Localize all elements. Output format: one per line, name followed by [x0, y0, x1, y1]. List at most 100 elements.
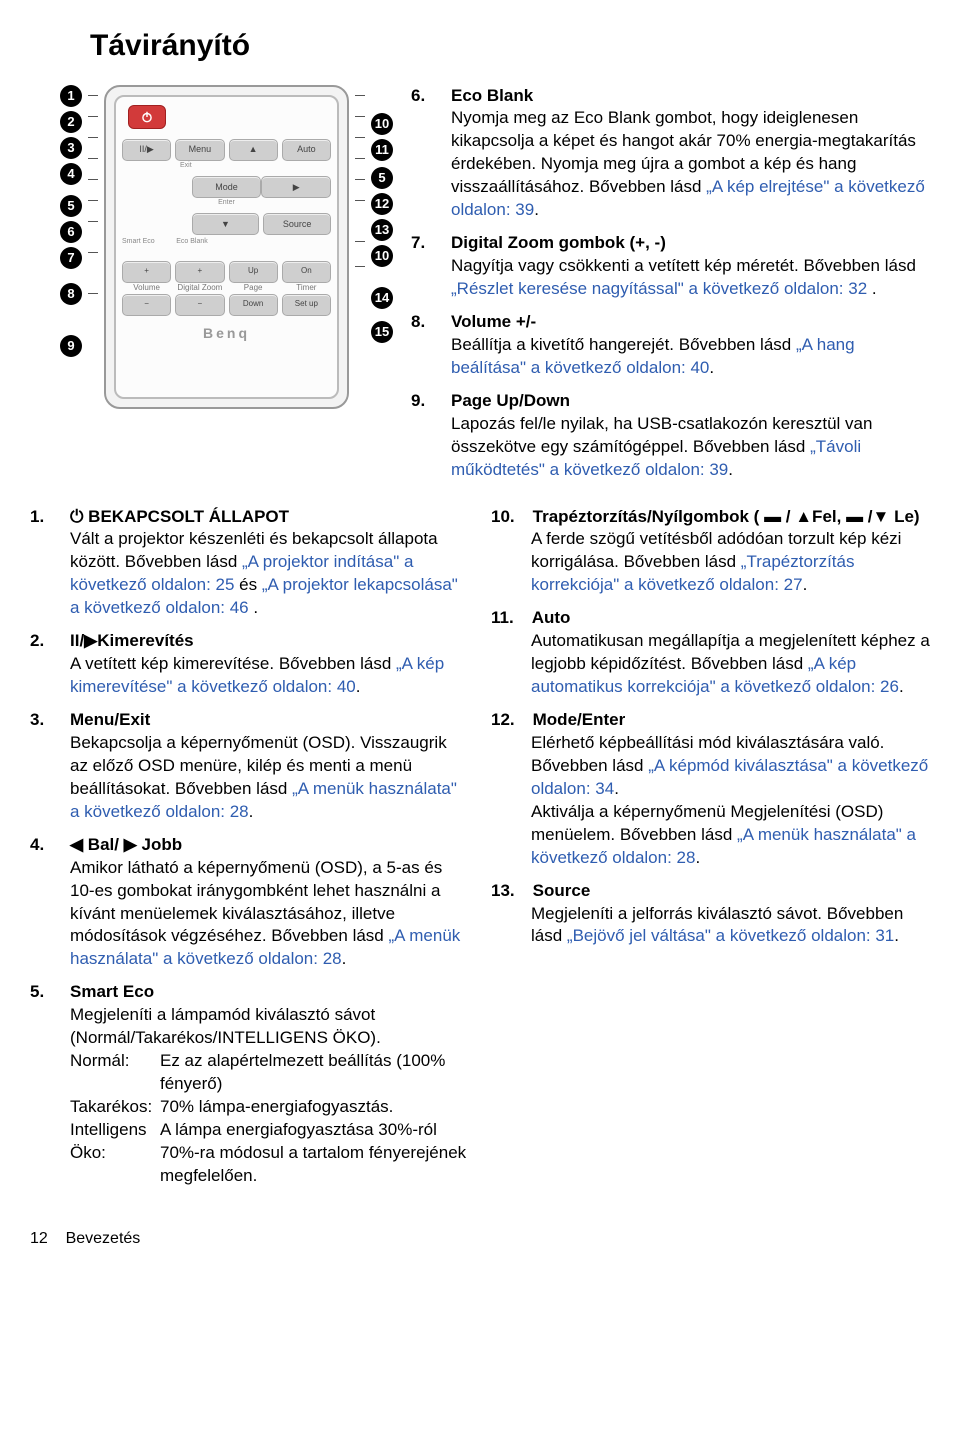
zoom-minus-button: −: [175, 294, 224, 316]
brand-label: Benq: [122, 324, 331, 343]
cross-ref-link[interactable]: „A menük használata" a következő oldalon…: [70, 779, 457, 821]
item-title: Smart Eco: [70, 981, 154, 1004]
callout-4: 4: [60, 163, 82, 185]
item-title: II/▶Kimerevítés: [70, 630, 194, 653]
callout-2: 2: [60, 111, 82, 133]
digital-zoom-label: Digital Zoom: [175, 283, 224, 294]
callout-7: 7: [60, 247, 82, 269]
right-button: ▶: [261, 176, 331, 198]
callout-3: 3: [60, 137, 82, 159]
auto-button: Auto: [282, 139, 331, 161]
def-text: 70% lámpa-energiafogyasztás.: [160, 1096, 393, 1119]
item-body: Elérhető képbeállítási mód kiválasztásár…: [531, 732, 930, 870]
cross-ref-link[interactable]: „Távoli működtetés" a következő oldalon:…: [451, 437, 861, 479]
item-body: A vetített kép kimerevítése. Bővebben lá…: [70, 653, 469, 699]
volume-label: Volume: [122, 283, 171, 294]
item-title: Eco Blank: [451, 85, 533, 108]
list-item: 13. SourceMegjeleníti a jelforrás kiválas…: [491, 880, 930, 949]
cross-ref-link[interactable]: „Bejövő jel váltása" a következő oldalon…: [567, 926, 894, 945]
page-footer: 12 Bevezetés: [30, 1228, 930, 1250]
cross-ref-link[interactable]: „A kép elrejtése" a következő oldalon: 3…: [451, 177, 925, 219]
def-term: Takarékos:: [70, 1096, 160, 1119]
def-term: Normál:: [70, 1050, 160, 1096]
list-item: 9. Page Up/DownLapozás fel/le nyilak, ha …: [411, 390, 930, 482]
cross-ref-link[interactable]: „A menük használata" a következő oldalon…: [70, 926, 460, 968]
item-number: 1.: [30, 506, 52, 529]
list-item: 8. Volume +/-Beállítja a kivetítő hangere…: [411, 311, 930, 380]
item-number: 10.: [491, 506, 515, 529]
item-title: Auto: [532, 607, 571, 630]
item-number: 5.: [30, 981, 52, 1004]
item-body: Vált a projektor készenléti és bekapcsol…: [70, 528, 469, 620]
callout-1: 1: [60, 85, 82, 107]
item-number: 3.: [30, 709, 52, 732]
callout-5b: 5: [371, 167, 393, 189]
item-title: Page Up/Down: [451, 390, 570, 413]
list-item: 3.Menu/ExitBekapcsolja a képernyőmenüt (…: [30, 709, 469, 824]
item-body: Nagyítja vagy csökkenti a vetített kép m…: [451, 255, 930, 301]
item-title: ◀ Bal/ ▶ Jobb: [70, 834, 182, 857]
item-body: Megjeleníti a jelforrás kiválasztó sávot…: [531, 903, 930, 949]
cross-ref-link[interactable]: „A menük használata" a következő oldalon…: [531, 825, 916, 867]
list-item: 11.AutoAutomatikusan megállapítja a megj…: [491, 607, 930, 699]
remote-diagram: 1 2 3 4 5 6 7 8 9 II/▶: [60, 85, 393, 409]
timer-setup-button: Set up: [282, 294, 331, 316]
item-body: Megjeleníti a lámpamód kiválasztó sávot …: [70, 1004, 469, 1050]
callout-10a: 10: [371, 113, 393, 135]
page-title: Távirányító: [90, 26, 930, 67]
item-body: Beállítja a kivetítő hangerejét. Bővebbe…: [451, 334, 930, 380]
cross-ref-link[interactable]: „A kép automatikus korrekciója" a követk…: [531, 654, 899, 696]
item-number: 2.: [30, 630, 52, 653]
item-body: Amikor látható a képernyőmenü (OSD), a 5…: [70, 857, 469, 972]
item-title: Source: [533, 880, 591, 903]
item-title: ⏻ BEKAPCSOLT ÁLLAPOT: [70, 506, 289, 529]
list-item: 5. Smart EcoMegjeleníti a lámpamód kivála…: [30, 981, 469, 1187]
source-button: Source: [263, 213, 331, 235]
cross-ref-link[interactable]: „A képmód kiválasztása" a következő olda…: [531, 756, 928, 798]
timer-label: Timer: [282, 283, 331, 294]
callout-15: 15: [371, 321, 393, 343]
list-item: 12. Mode/EnterElérhető képbeállítási mód …: [491, 709, 930, 870]
callout-10b: 10: [371, 245, 393, 267]
callout-5: 5: [60, 195, 82, 217]
item-body: Bekapcsolja a képernyőmenüt (OSD). Vissz…: [70, 732, 469, 824]
footer-section: Bevezetés: [66, 1230, 141, 1247]
cross-ref-link[interactable]: „Részlet keresése nagyítással" a követke…: [451, 279, 867, 298]
definition-list: Normál:Ez az alapértelmezett beállítás (…: [70, 1050, 469, 1188]
item-number: 12.: [491, 709, 515, 732]
power-button: [128, 105, 166, 129]
item-number: 8.: [411, 311, 433, 334]
mode-button: Mode: [192, 176, 260, 198]
cross-ref-link[interactable]: „A kép kimerevítése" a következő oldalon…: [70, 654, 444, 696]
callout-14: 14: [371, 287, 393, 309]
menu-button: Menu: [175, 139, 224, 161]
callout-6: 6: [60, 221, 82, 243]
smarteco-label: Smart Eco: [122, 237, 172, 246]
item-body: Lapozás fel/le nyilak, ha USB-csatlakozó…: [451, 413, 930, 482]
item-body: A ferde szögű vetítésből adódóan torzult…: [531, 528, 930, 597]
page-up-button: Up: [229, 261, 278, 283]
ecoblank-label: Eco Blank: [176, 237, 226, 246]
def-text: Ez az alapértelmezett beállítás (100% fé…: [160, 1050, 469, 1096]
up-button: ▲: [229, 139, 278, 161]
volume-minus-button: −: [122, 294, 171, 316]
timer-on-button: On: [282, 261, 331, 283]
volume-plus-button: +: [122, 261, 171, 283]
cross-ref-link[interactable]: „A hang beálítása" a következő oldalon: …: [451, 335, 855, 377]
item-number: 13.: [491, 880, 515, 903]
power-icon: [140, 110, 154, 124]
list-item: 2. II/▶KimerevítésA vetített kép kimereví…: [30, 630, 469, 699]
exit-label: Exit: [180, 161, 331, 170]
def-term: Intelligens Öko:: [70, 1119, 160, 1188]
item-body: Automatikusan megállapítja a megjeleníte…: [531, 630, 930, 699]
item-title: Mode/Enter: [533, 709, 626, 732]
item-number: 9.: [411, 390, 433, 413]
cross-ref-link[interactable]: „Trapéztorzítás korrekciója" a következő…: [531, 552, 854, 594]
item-body: Nyomja meg az Eco Blank gombot, hogy ide…: [451, 107, 930, 222]
callout-8: 8: [60, 283, 82, 305]
item-title: Trapéztorzítás/Nyílgombok ( ▬ / ▲Fel, ▬ …: [533, 506, 920, 529]
callout-9: 9: [60, 335, 82, 357]
list-item: 6.Eco BlankNyomja meg az Eco Blank gombo…: [411, 85, 930, 223]
item-title: Volume +/-: [451, 311, 536, 334]
pause-play-button: II/▶: [122, 139, 171, 161]
